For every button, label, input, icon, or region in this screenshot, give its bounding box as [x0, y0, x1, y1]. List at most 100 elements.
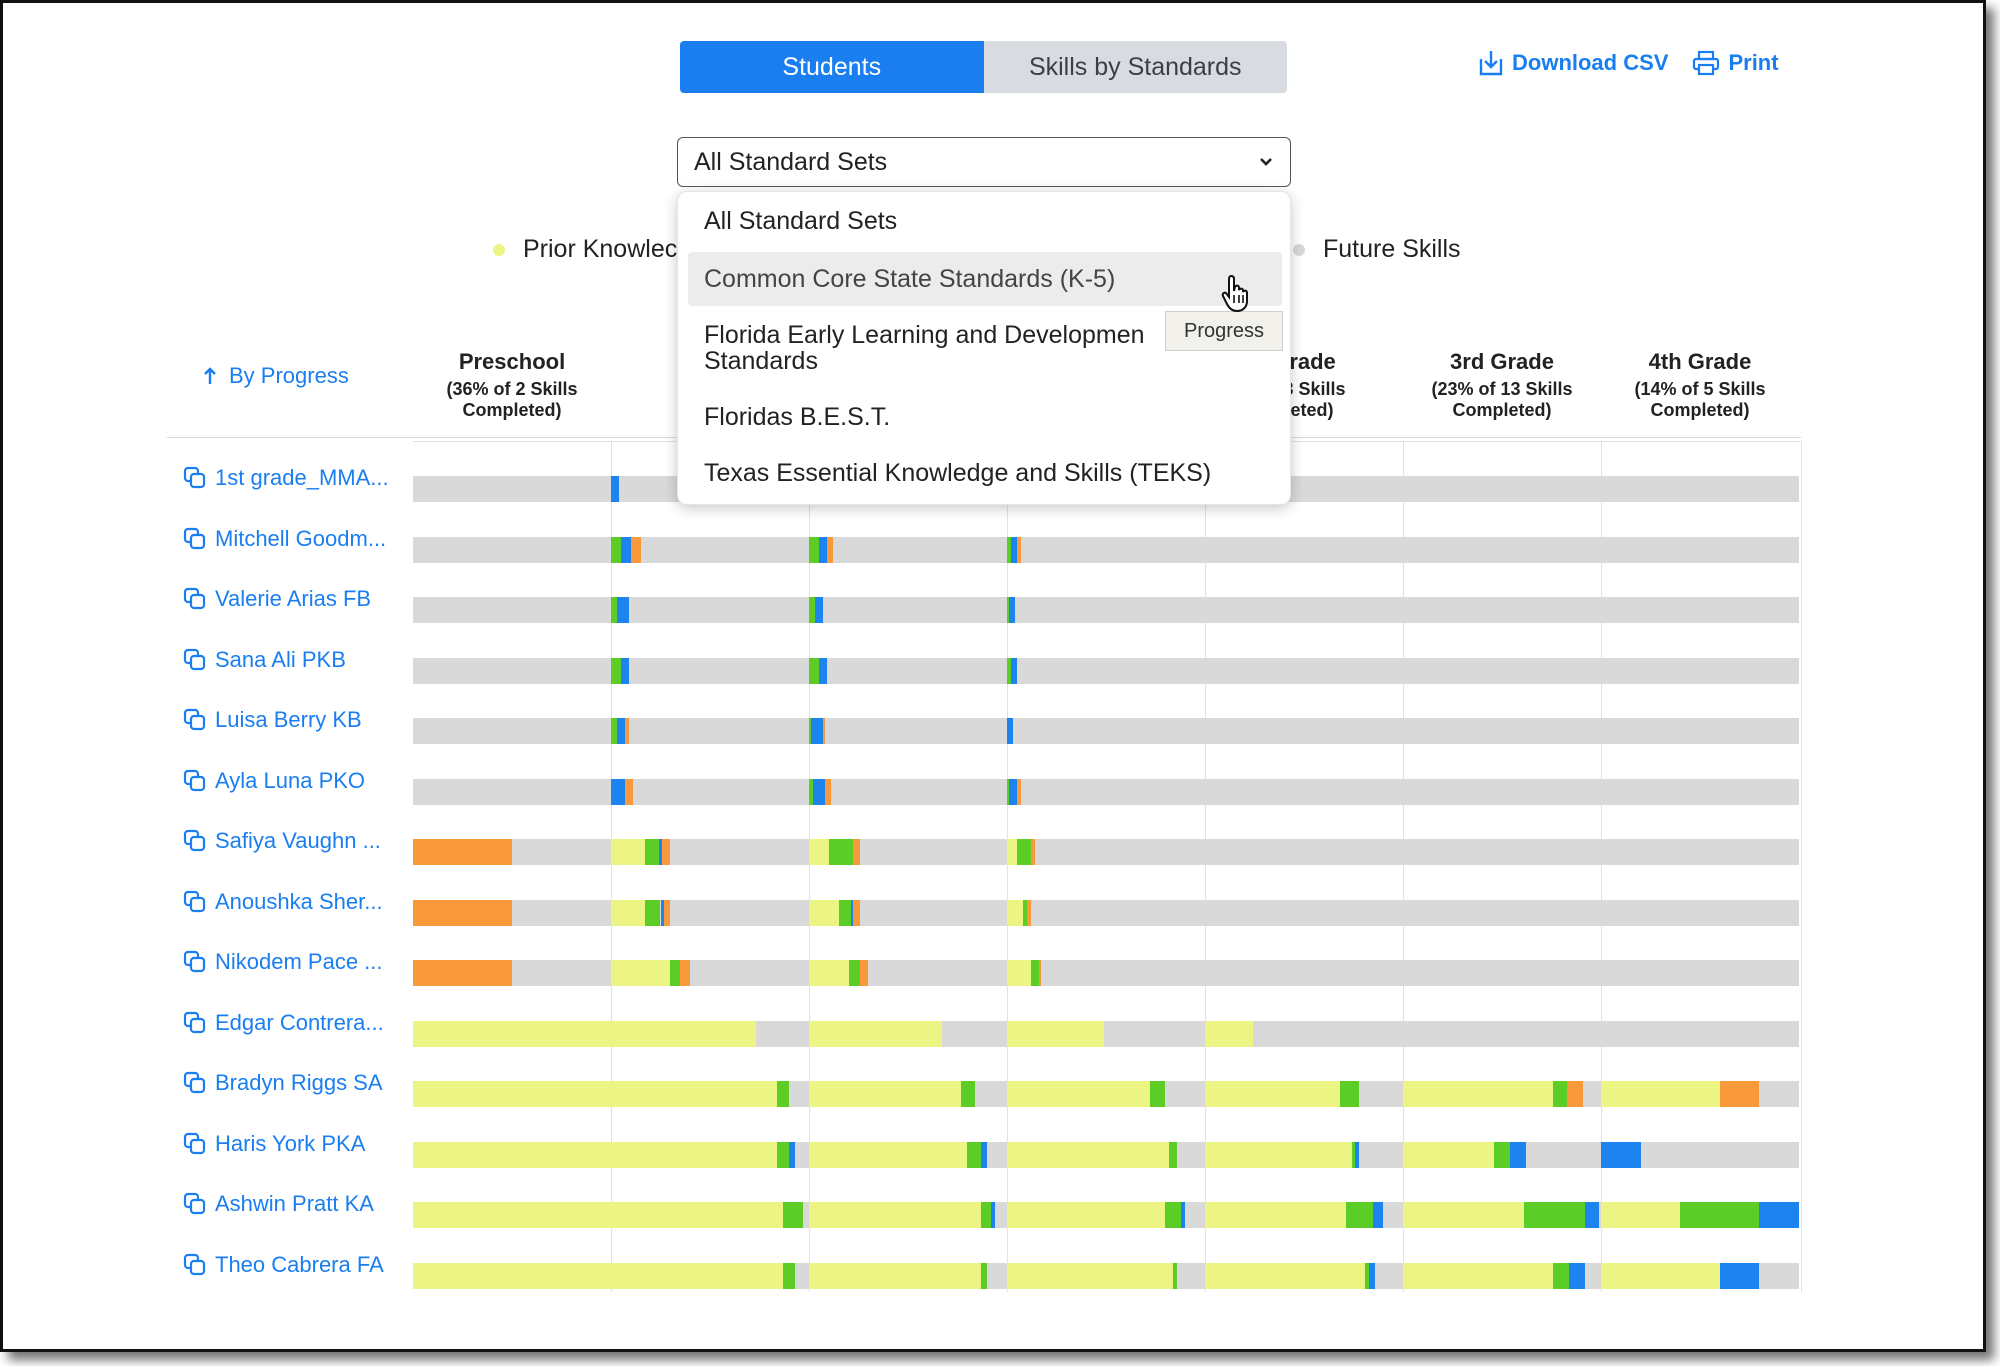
print-button[interactable]: Print: [1692, 50, 1779, 76]
progress-bar[interactable]: [1007, 597, 1205, 623]
progress-bar[interactable]: [1403, 657, 1601, 684]
progress-bar[interactable]: [1007, 536, 1205, 563]
progress-bar[interactable]: [413, 960, 611, 986]
progress-bar[interactable]: [809, 718, 1007, 744]
tab-students[interactable]: Students: [680, 41, 984, 93]
student-link[interactable]: Safiya Vaughn ...: [183, 828, 381, 854]
progress-bar[interactable]: [413, 718, 611, 744]
progress-bar[interactable]: [1007, 778, 1205, 805]
progress-bar[interactable]: [809, 960, 1007, 986]
progress-bar[interactable]: [1007, 657, 1205, 684]
progress-bar[interactable]: [1205, 718, 1403, 744]
progress-bar[interactable]: [1205, 1020, 1403, 1047]
progress-bar[interactable]: [1403, 476, 1601, 502]
progress-bar[interactable]: [611, 718, 809, 744]
progress-bar[interactable]: [809, 778, 1007, 805]
progress-bar[interactable]: [413, 597, 611, 623]
progress-bar[interactable]: [1205, 536, 1403, 563]
progress-bar[interactable]: [413, 1202, 611, 1228]
progress-bar[interactable]: [413, 476, 611, 502]
progress-bar[interactable]: [1403, 899, 1601, 926]
progress-bar[interactable]: [1007, 1202, 1205, 1228]
option-florida-early-learning[interactable]: Florida Early Learning and Developmen: [704, 321, 1145, 349]
progress-bar[interactable]: [1601, 536, 1799, 563]
progress-bar[interactable]: [413, 1262, 611, 1289]
progress-bar[interactable]: [1007, 1141, 1205, 1168]
student-link[interactable]: Edgar Contrera...: [183, 1010, 384, 1036]
progress-bar[interactable]: [413, 536, 611, 563]
progress-bar[interactable]: [809, 1020, 1007, 1047]
progress-bar[interactable]: [1205, 1202, 1403, 1228]
progress-bar[interactable]: [611, 1081, 809, 1107]
progress-bar[interactable]: [1601, 657, 1799, 684]
progress-bar[interactable]: [1403, 718, 1601, 744]
progress-bar[interactable]: [413, 839, 611, 865]
student-link[interactable]: Luisa Berry KB: [183, 707, 362, 733]
progress-bar[interactable]: [1601, 1202, 1799, 1228]
progress-bar[interactable]: [809, 1141, 1007, 1168]
student-link[interactable]: Nikodem Pace ...: [183, 949, 383, 975]
option-teks[interactable]: Texas Essential Knowledge and Skills (TE…: [704, 459, 1212, 487]
progress-bar[interactable]: [1601, 899, 1799, 926]
progress-bar[interactable]: [611, 839, 809, 865]
student-link[interactable]: Sana Ali PKB: [183, 647, 346, 673]
progress-bar[interactable]: [1205, 1262, 1403, 1289]
tab-skills-by-standards[interactable]: Skills by Standards: [983, 41, 1287, 93]
download-csv-button[interactable]: Download CSV: [1478, 49, 1668, 77]
progress-bar[interactable]: [611, 778, 809, 805]
progress-bar[interactable]: [413, 1020, 611, 1047]
progress-bar[interactable]: [413, 657, 611, 684]
progress-bar[interactable]: [1403, 960, 1601, 986]
progress-bar[interactable]: [1601, 1141, 1799, 1168]
progress-bar[interactable]: [809, 899, 1007, 926]
student-link[interactable]: Ayla Luna PKO: [183, 768, 365, 794]
progress-bar[interactable]: [413, 1141, 611, 1168]
progress-bar[interactable]: [1601, 1020, 1799, 1047]
progress-bar[interactable]: [809, 1262, 1007, 1289]
progress-bar[interactable]: [1601, 839, 1799, 865]
progress-bar[interactable]: [1007, 960, 1205, 986]
progress-bar[interactable]: [1205, 1141, 1403, 1168]
option-common-core[interactable]: Common Core State Standards (K-5): [704, 265, 1116, 293]
progress-bar[interactable]: [1007, 839, 1205, 865]
progress-bar[interactable]: [1403, 1141, 1601, 1168]
progress-bar[interactable]: [1205, 960, 1403, 986]
progress-bar[interactable]: [1007, 718, 1205, 744]
student-link[interactable]: Theo Cabrera FA: [183, 1252, 384, 1278]
progress-bar[interactable]: [809, 1081, 1007, 1107]
progress-bar[interactable]: [809, 839, 1007, 865]
student-link[interactable]: Anoushka Sher...: [183, 889, 383, 915]
option-all-standard-sets[interactable]: All Standard Sets: [704, 207, 898, 235]
progress-bar[interactable]: [1403, 597, 1601, 623]
student-link[interactable]: Ashwin Pratt KA: [183, 1191, 374, 1217]
option-floridas-best[interactable]: Floridas B.E.S.T.: [704, 403, 891, 431]
progress-bar[interactable]: [1007, 1081, 1205, 1107]
progress-bar[interactable]: [1205, 839, 1403, 865]
progress-bar[interactable]: [1205, 657, 1403, 684]
progress-bar[interactable]: [1403, 1081, 1601, 1107]
sort-by-progress-button[interactable]: By Progress: [203, 363, 349, 389]
progress-bar[interactable]: [611, 536, 809, 563]
progress-bar[interactable]: [1007, 1020, 1205, 1047]
progress-bar[interactable]: [1007, 899, 1205, 926]
progress-bar[interactable]: [1403, 778, 1601, 805]
progress-bar[interactable]: [611, 899, 809, 926]
progress-bar[interactable]: [611, 1020, 809, 1047]
progress-bar[interactable]: [1205, 1081, 1403, 1107]
student-link[interactable]: Haris York PKA: [183, 1131, 365, 1157]
progress-bar[interactable]: [1601, 597, 1799, 623]
progress-bar[interactable]: [611, 1202, 809, 1228]
progress-bar[interactable]: [611, 657, 809, 684]
progress-bar[interactable]: [1601, 778, 1799, 805]
progress-bar[interactable]: [413, 778, 611, 805]
progress-bar[interactable]: [1007, 1262, 1205, 1289]
progress-bar[interactable]: [1601, 718, 1799, 744]
progress-bar[interactable]: [1403, 839, 1601, 865]
progress-bar[interactable]: [809, 536, 1007, 563]
progress-bar[interactable]: [1205, 597, 1403, 623]
student-link[interactable]: Mitchell Goodm...: [183, 526, 386, 552]
progress-bar[interactable]: [1601, 1081, 1799, 1107]
progress-bar[interactable]: [1403, 1020, 1601, 1047]
progress-bar[interactable]: [1403, 1202, 1601, 1228]
progress-bar[interactable]: [809, 657, 1007, 684]
